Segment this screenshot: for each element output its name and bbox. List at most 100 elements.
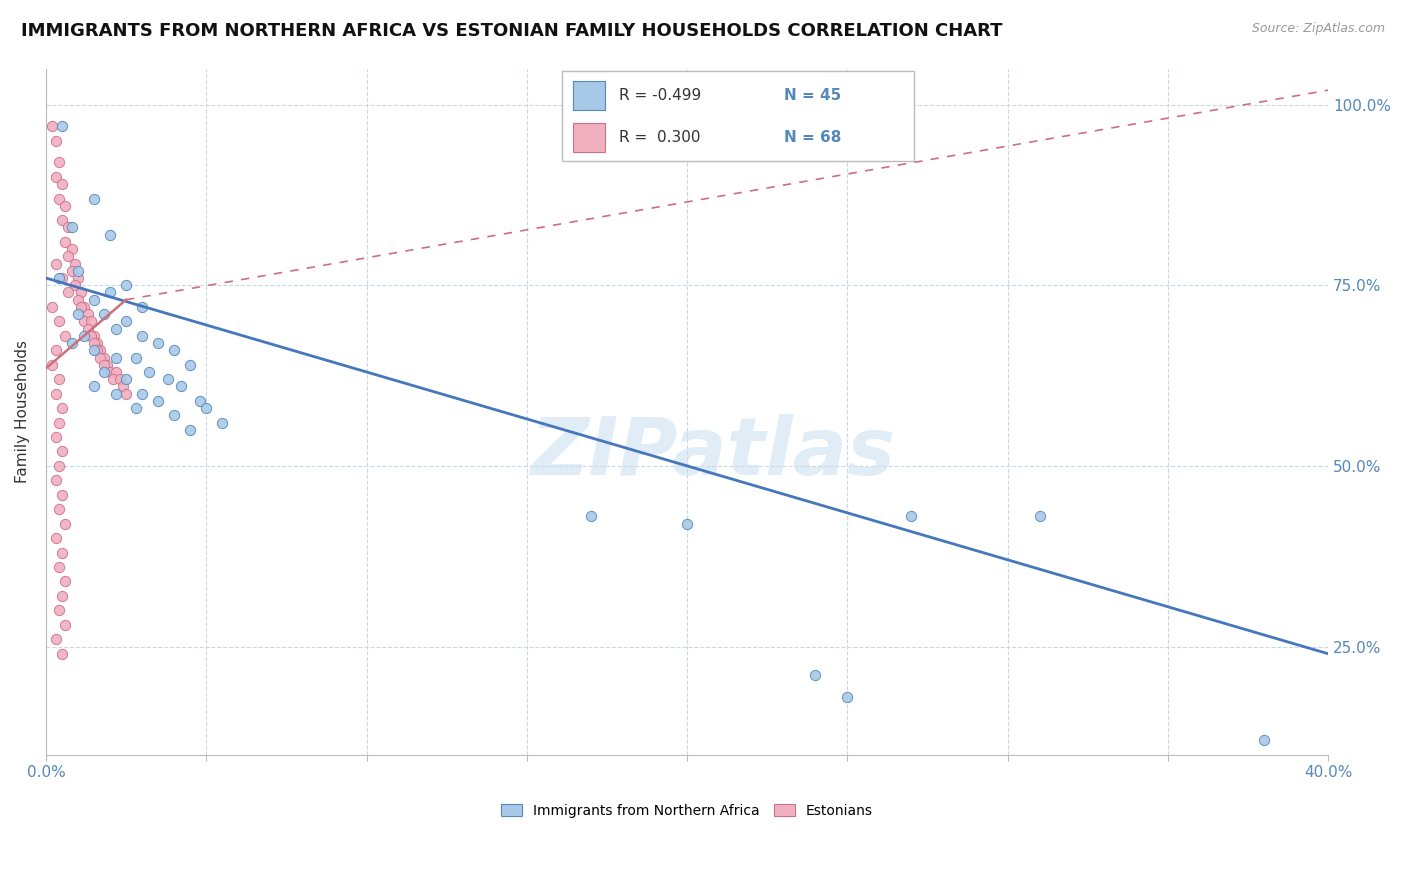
FancyBboxPatch shape (574, 81, 605, 110)
Point (179, 358, 201, 372)
Point (48, 271, 70, 285)
Point (70, 285, 93, 300)
Point (146, 336, 169, 351)
Point (48, 502, 70, 516)
Point (48, 458, 70, 473)
Point (86, 336, 108, 351)
Point (1028, 509, 1050, 524)
Point (45, 386, 67, 401)
Point (156, 372, 179, 386)
Point (53, 235, 76, 249)
Point (76, 307, 98, 321)
Point (51, 647, 73, 661)
Point (86, 343, 108, 358)
Point (66, 264, 89, 278)
Point (579, 509, 602, 524)
Point (146, 393, 169, 408)
Point (51, 545, 73, 559)
Point (48, 192, 70, 206)
Point (93, 351, 115, 365)
Text: ZIPatlas: ZIPatlas (530, 414, 896, 491)
Point (48, 155, 70, 169)
Point (60, 336, 83, 351)
Point (48, 372, 70, 386)
Point (131, 386, 153, 401)
Point (804, 668, 827, 682)
Point (51, 444, 73, 458)
Y-axis label: Family Households: Family Households (15, 340, 30, 483)
Point (98, 285, 121, 300)
Point (51, 120, 73, 134)
Point (66, 271, 89, 285)
Point (45, 531, 67, 545)
Point (73, 300, 96, 314)
Point (45, 169, 67, 184)
Point (83, 293, 105, 307)
Point (163, 409, 186, 423)
Point (83, 343, 105, 358)
Point (58, 285, 80, 300)
Point (60, 242, 83, 256)
Legend: Immigrants from Northern Africa, Estonians: Immigrants from Northern Africa, Estonia… (496, 798, 879, 823)
Point (45, 430, 67, 444)
Point (103, 372, 125, 386)
FancyBboxPatch shape (562, 71, 914, 161)
Point (837, 690, 859, 704)
Point (58, 220, 80, 235)
Point (105, 365, 128, 379)
Text: IMMIGRANTS FROM NORTHERN AFRICA VS ESTONIAN FAMILY HOUSEHOLDS CORRELATION CHART: IMMIGRANTS FROM NORTHERN AFRICA VS ESTON… (21, 22, 1002, 40)
Point (66, 293, 89, 307)
Point (45, 632, 67, 647)
Point (900, 509, 922, 524)
Point (53, 199, 76, 213)
Point (188, 393, 211, 408)
Text: Source: ZipAtlas.com: Source: ZipAtlas.com (1251, 22, 1385, 36)
Point (60, 220, 83, 235)
Point (138, 365, 160, 379)
Point (53, 328, 76, 343)
FancyBboxPatch shape (574, 123, 605, 152)
Point (76, 321, 98, 335)
Text: R =  0.300: R = 0.300 (619, 130, 700, 145)
Point (96, 358, 118, 372)
Point (45, 134, 67, 148)
Text: R = -0.499: R = -0.499 (619, 88, 700, 103)
Point (105, 321, 128, 335)
Point (45, 343, 67, 358)
Point (53, 574, 76, 589)
Point (93, 358, 115, 372)
Point (195, 401, 218, 415)
Point (108, 372, 131, 386)
Point (169, 379, 191, 393)
Point (211, 416, 233, 430)
Point (83, 192, 105, 206)
Point (676, 516, 699, 531)
Point (125, 401, 148, 415)
Point (93, 307, 115, 321)
Point (115, 372, 138, 386)
Point (115, 386, 138, 401)
Point (115, 314, 138, 328)
Point (48, 603, 70, 617)
Point (83, 328, 105, 343)
Point (93, 365, 115, 379)
Point (53, 617, 76, 632)
Point (73, 328, 96, 343)
Point (105, 386, 128, 401)
Point (111, 379, 134, 393)
Point (163, 343, 186, 358)
Point (83, 336, 105, 351)
Point (48, 416, 70, 430)
Point (89, 343, 111, 358)
Point (48, 314, 70, 328)
Point (63, 278, 86, 293)
Point (80, 314, 103, 328)
Point (63, 257, 86, 271)
Point (48, 560, 70, 574)
Point (83, 379, 105, 393)
Point (45, 257, 67, 271)
Point (60, 264, 83, 278)
Point (41, 300, 63, 314)
Point (41, 358, 63, 372)
Point (45, 473, 67, 487)
